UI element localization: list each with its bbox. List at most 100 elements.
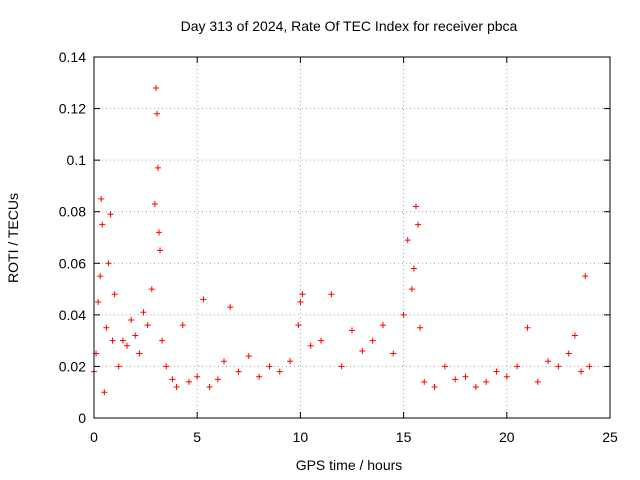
data-point <box>148 286 155 293</box>
data-point <box>97 273 104 280</box>
data-point <box>408 286 415 293</box>
data-points <box>91 84 593 396</box>
data-point <box>103 324 110 331</box>
y-tick-label: 0.12 <box>59 101 86 117</box>
data-point <box>565 350 572 357</box>
data-point <box>390 350 397 357</box>
x-tick-label: 5 <box>193 429 201 445</box>
data-point <box>128 317 135 324</box>
data-point <box>206 384 213 391</box>
x-tick-label: 15 <box>396 429 412 445</box>
x-axis-label: GPS time / hours <box>296 457 403 473</box>
data-point <box>266 363 273 370</box>
data-point <box>534 378 541 385</box>
data-point <box>159 337 166 344</box>
data-point <box>307 342 314 349</box>
data-point <box>318 337 325 344</box>
data-point <box>256 373 263 380</box>
y-tick-label: 0.06 <box>59 255 86 271</box>
data-point <box>514 363 521 370</box>
data-point <box>179 322 186 329</box>
data-point <box>132 332 139 339</box>
data-point <box>194 373 201 380</box>
data-point <box>98 195 105 202</box>
data-point <box>287 358 294 365</box>
data-point <box>493 368 500 375</box>
data-point <box>152 84 159 91</box>
data-point <box>578 368 585 375</box>
data-point <box>157 247 164 254</box>
data-point <box>417 324 424 331</box>
data-point <box>582 273 589 280</box>
y-axis-label: ROTI / TECUs <box>5 193 21 283</box>
y-tick-label: 0.1 <box>67 152 87 168</box>
data-point <box>163 363 170 370</box>
data-point <box>431 384 438 391</box>
y-tick-label: 0.04 <box>59 307 86 323</box>
plot-frame <box>93 56 611 419</box>
x-tick-label: 10 <box>293 429 309 445</box>
data-point <box>555 363 562 370</box>
data-point <box>156 229 163 236</box>
data-point <box>571 332 578 339</box>
data-point <box>140 309 147 316</box>
data-point <box>404 237 411 244</box>
data-point <box>111 291 118 298</box>
data-point <box>200 296 207 303</box>
data-point <box>227 304 234 311</box>
data-point <box>369 337 376 344</box>
data-point <box>349 327 355 334</box>
data-point <box>545 358 552 365</box>
y-tick-label: 0.02 <box>59 358 86 374</box>
x-tick-label: 25 <box>602 429 618 445</box>
data-point <box>462 373 469 380</box>
data-point <box>400 311 407 318</box>
data-point <box>151 200 158 207</box>
x-tick-label: 20 <box>499 429 515 445</box>
data-point <box>452 376 459 383</box>
data-point <box>235 368 242 375</box>
data-point <box>153 110 160 117</box>
data-point <box>359 347 366 354</box>
data-point <box>144 322 151 329</box>
data-point <box>441 363 448 370</box>
chart-title: Day 313 of 2024, Rate Of TEC Index for r… <box>181 18 518 34</box>
data-point <box>483 378 490 385</box>
data-point <box>297 298 304 305</box>
data-point <box>173 384 180 391</box>
data-point <box>136 350 143 357</box>
data-point <box>105 260 112 267</box>
data-point <box>412 203 419 210</box>
data-point <box>185 378 192 385</box>
data-point <box>119 337 126 344</box>
data-point <box>107 211 114 218</box>
data-point <box>503 373 510 380</box>
data-point <box>169 376 176 383</box>
y-tick-label: 0.14 <box>59 49 86 65</box>
data-point <box>295 322 302 329</box>
data-point <box>276 368 283 375</box>
data-point <box>245 353 252 360</box>
data-point <box>415 221 422 228</box>
axis-ticks: 0 0.02 0.04 0.06 0.08 0.1 0.12 0.14 0 5 10 15 20 25 <box>59 49 618 445</box>
grid-lines <box>94 57 610 418</box>
data-point <box>154 164 161 171</box>
data-point <box>338 363 345 370</box>
data-point <box>95 298 102 305</box>
y-tick-label: 0 <box>78 410 86 426</box>
data-point <box>214 376 221 383</box>
data-point <box>109 337 116 344</box>
data-point <box>99 221 106 228</box>
x-tick-label: 0 <box>90 429 98 445</box>
data-point <box>586 363 593 370</box>
data-point <box>410 265 417 272</box>
data-point <box>124 342 131 349</box>
data-point <box>421 378 428 385</box>
y-tick-label: 0.08 <box>59 204 86 220</box>
data-point <box>328 291 335 298</box>
data-point <box>299 291 306 298</box>
data-point <box>221 358 228 365</box>
data-point <box>115 363 122 370</box>
data-point <box>524 324 531 331</box>
